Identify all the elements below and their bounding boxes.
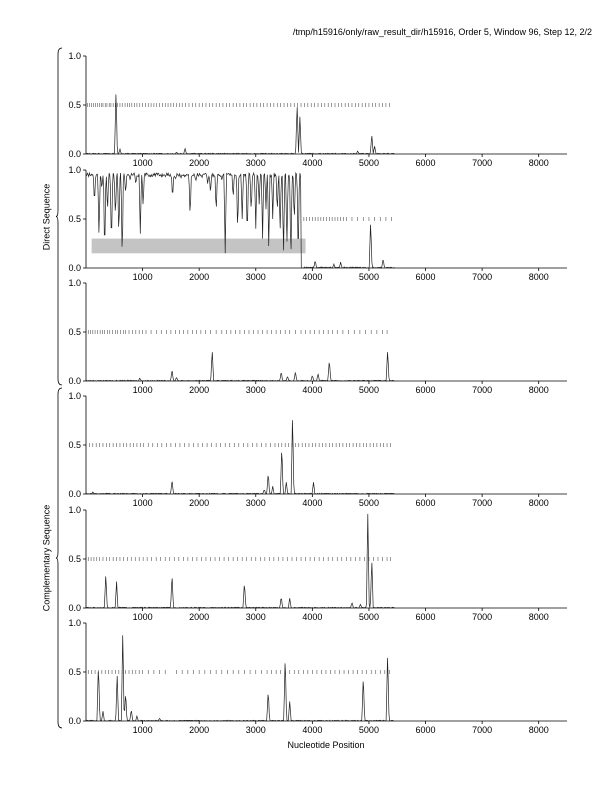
series-line: [85, 635, 395, 722]
x-tick-label: 5000: [359, 385, 379, 395]
x-tick-label: 7000: [472, 158, 492, 168]
y-tick-label: 1.0: [68, 165, 81, 175]
x-tick-label: 6000: [416, 498, 436, 508]
x-tick-label: 1000: [133, 158, 153, 168]
x-tick-label: 7000: [472, 612, 492, 622]
x-tick-label: 3000: [246, 725, 266, 735]
x-tick-label: 6000: [416, 385, 436, 395]
x-tick-label: 2000: [189, 385, 209, 395]
x-tick-label: 8000: [529, 158, 549, 168]
complementary-sequence-label: Complementary Sequence: [40, 504, 51, 612]
x-tick-label: 4000: [302, 272, 322, 282]
series-line: [85, 352, 395, 382]
x-tick-label: 1000: [133, 272, 153, 282]
series-line: [85, 94, 395, 155]
series-line: [85, 420, 395, 495]
x-tick-label: 5000: [359, 498, 379, 508]
x-tick-label: 3000: [246, 385, 266, 395]
x-tick-label: 3000: [246, 272, 266, 282]
y-tick-label: 0.0: [68, 716, 81, 726]
y-tick-label: 1.0: [68, 391, 81, 401]
x-tick-label: 2000: [189, 272, 209, 282]
x-tick-label: 2000: [189, 612, 209, 622]
x-tick-label: 7000: [472, 272, 492, 282]
highlight-band: [91, 238, 306, 254]
y-tick-label: 0.5: [68, 327, 81, 337]
y-tick-label: 0.5: [68, 214, 81, 224]
x-tick-label: 5000: [359, 272, 379, 282]
x-tick-label: 4000: [302, 158, 322, 168]
x-tick-label: 1000: [133, 385, 153, 395]
series-line: [85, 171, 395, 269]
x-tick-label: 1000: [133, 612, 153, 622]
y-tick-label: 0.0: [68, 376, 81, 386]
x-tick-label: 2000: [189, 158, 209, 168]
x-tick-label: 4000: [302, 725, 322, 735]
y-tick-label: 1.0: [68, 278, 81, 288]
x-tick-label: 8000: [529, 272, 549, 282]
direct-sequence-label: Direct Sequence: [40, 183, 51, 251]
x-tick-label: 2000: [189, 498, 209, 508]
x-axis-title: Nucleotide Position: [287, 740, 365, 750]
x-tick-label: 8000: [529, 612, 549, 622]
x-tick-label: 3000: [246, 158, 266, 168]
x-tick-label: 6000: [416, 725, 436, 735]
y-tick-label: 0.5: [68, 440, 81, 450]
y-tick-label: 1.0: [68, 618, 81, 628]
series-line: [85, 513, 395, 609]
x-tick-label: 5000: [359, 612, 379, 622]
x-tick-label: 7000: [472, 385, 492, 395]
x-tick-label: 7000: [472, 725, 492, 735]
x-tick-label: 7000: [472, 498, 492, 508]
x-tick-label: 8000: [529, 725, 549, 735]
x-tick-label: 3000: [246, 612, 266, 622]
x-tick-label: 4000: [302, 498, 322, 508]
x-tick-label: 8000: [529, 498, 549, 508]
y-tick-label: 0.5: [68, 100, 81, 110]
header-title: /tmp/h15916/only/raw_result_dir/h15916, …: [292, 27, 592, 37]
y-tick-label: 0.0: [68, 603, 81, 613]
x-tick-label: 6000: [416, 612, 436, 622]
x-tick-label: 3000: [246, 498, 266, 508]
y-tick-label: 1.0: [68, 505, 81, 515]
y-tick-label: 0.0: [68, 489, 81, 499]
y-tick-label: 0.0: [68, 263, 81, 273]
x-tick-label: 2000: [189, 725, 209, 735]
x-tick-label: 5000: [359, 725, 379, 735]
y-tick-label: 0.5: [68, 554, 81, 564]
y-tick-label: 0.5: [68, 667, 81, 677]
direct-sequence-bracket: [55, 47, 63, 386]
x-tick-label: 6000: [416, 272, 436, 282]
x-tick-label: 6000: [416, 158, 436, 168]
x-tick-label: 4000: [302, 612, 322, 622]
complementary-sequence-bracket: [55, 387, 63, 729]
x-tick-label: 8000: [529, 385, 549, 395]
x-tick-label: 1000: [133, 725, 153, 735]
x-tick-label: 1000: [133, 498, 153, 508]
y-tick-label: 1.0: [68, 51, 81, 61]
x-tick-label: 4000: [302, 385, 322, 395]
x-tick-label: 5000: [359, 158, 379, 168]
y-tick-label: 0.0: [68, 149, 81, 159]
